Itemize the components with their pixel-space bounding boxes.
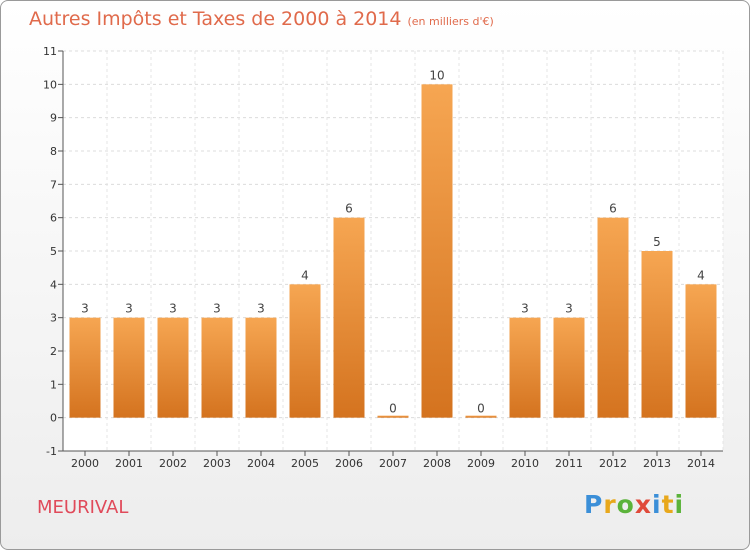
bar-2003	[201, 317, 233, 418]
data-label-2005: 4	[301, 268, 309, 282]
y-tick-label: 2	[50, 345, 57, 358]
y-tick-label: 11	[43, 45, 57, 58]
x-tick-label-2012: 2012	[599, 457, 627, 470]
logo-letter: o	[616, 490, 635, 519]
y-tick-label: 10	[43, 78, 57, 91]
bar-2007	[377, 415, 409, 418]
x-tick-label-2000: 2000	[71, 457, 99, 470]
commune-name: MEURIVAL	[37, 497, 129, 518]
bar-2008	[421, 84, 453, 418]
logo-letter: i	[674, 490, 685, 519]
data-label-2001: 3	[125, 302, 133, 316]
data-label-2007: 0	[389, 402, 397, 416]
data-label-2012: 6	[609, 202, 617, 216]
x-tick-label-2010: 2010	[511, 457, 539, 470]
x-tick-label-2007: 2007	[379, 457, 407, 470]
y-tick-label: 0	[50, 412, 57, 425]
bar-2000	[69, 317, 101, 418]
bar-2013	[641, 251, 673, 418]
bar-2010	[509, 317, 541, 418]
x-tick-label-2013: 2013	[643, 457, 671, 470]
data-label-2009: 0	[477, 402, 485, 416]
y-tick-label: 5	[50, 245, 57, 258]
logo-letter: i	[652, 490, 662, 519]
x-tick-label-2006: 2006	[335, 457, 363, 470]
logo-letter: t	[661, 490, 675, 519]
data-label-2003: 3	[213, 302, 221, 316]
y-tick-label: 3	[50, 312, 57, 325]
x-tick-label-2014: 2014	[687, 457, 715, 470]
y-tick-label: 9	[50, 112, 57, 125]
proxiti-logo[interactable]: Proxiti	[584, 490, 684, 519]
data-label-2008: 10	[429, 68, 444, 82]
x-tick-label-2001: 2001	[115, 457, 143, 470]
bar-2011	[553, 317, 585, 418]
y-tick-label: 4	[50, 278, 57, 291]
x-tick-label-2008: 2008	[423, 457, 451, 470]
chart-unit: (en milliers d'€)	[407, 15, 494, 28]
data-label-2002: 3	[169, 302, 177, 316]
y-tick-label: -1	[46, 445, 57, 458]
bar-2009	[465, 415, 497, 418]
y-tick-label: 1	[50, 378, 57, 391]
data-label-2006: 6	[345, 202, 353, 216]
y-tick-label: 7	[50, 178, 57, 191]
x-tick-label-2002: 2002	[159, 457, 187, 470]
bar-2005	[289, 284, 321, 418]
bar-2001	[113, 317, 145, 418]
x-tick-label-2003: 2003	[203, 457, 231, 470]
data-label-2000: 3	[81, 302, 89, 316]
x-tick-label-2011: 2011	[555, 457, 583, 470]
bar-2002	[157, 317, 189, 418]
x-tick-label-2004: 2004	[247, 457, 275, 470]
y-tick-label: 6	[50, 212, 57, 225]
bar-2004	[245, 317, 277, 418]
data-label-2004: 3	[257, 302, 265, 316]
logo-letter: P	[584, 490, 604, 519]
chart-title-text: Autres Impôts et Taxes de 2000 à 2014	[29, 8, 402, 30]
x-tick-label-2009: 2009	[467, 457, 495, 470]
y-tick-label: 8	[50, 145, 57, 158]
data-label-2014: 4	[697, 268, 705, 282]
logo-letter: x	[634, 490, 652, 519]
bar-2006	[333, 217, 365, 418]
x-tick-label-2005: 2005	[291, 457, 319, 470]
bar-2012	[597, 217, 629, 418]
data-label-2010: 3	[521, 302, 529, 316]
data-label-2011: 3	[565, 302, 573, 316]
data-label-2013: 5	[653, 235, 661, 249]
logo-letter: r	[603, 490, 617, 519]
chart-title: Autres Impôts et Taxes de 2000 à 2014 (en…	[29, 8, 494, 30]
bar-2014	[685, 284, 717, 418]
